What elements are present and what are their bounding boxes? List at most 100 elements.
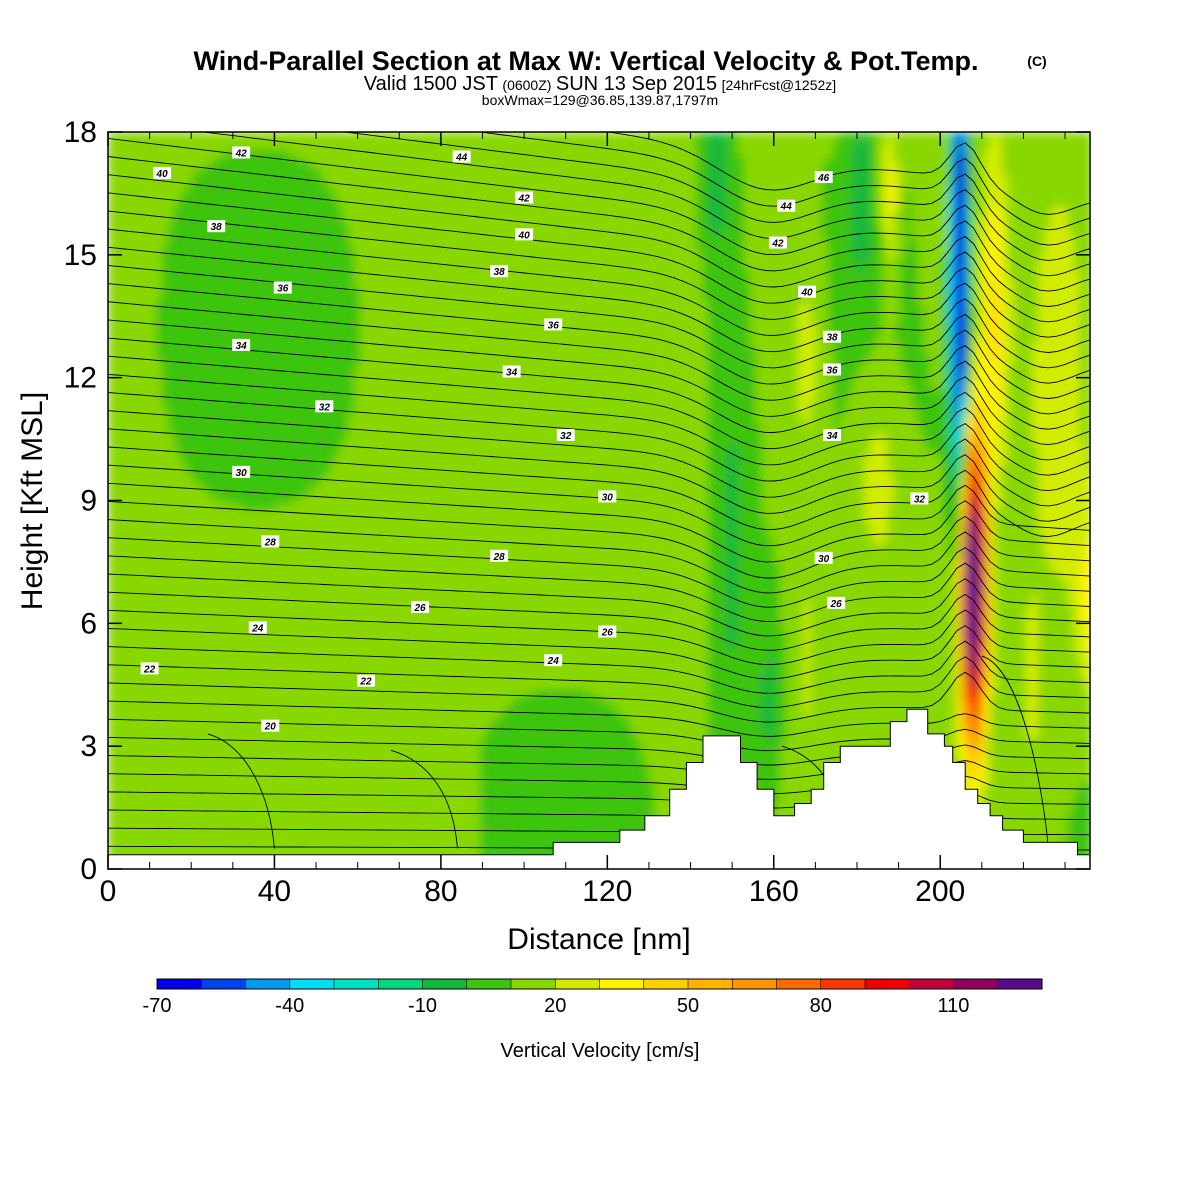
y-tick-label: 15 (64, 239, 97, 272)
contour-label-text: 26 (601, 628, 614, 639)
chart-subtitle-line2: boxWmax=129@36.85,139.87,1797m (482, 92, 718, 108)
contour-label: 42 (769, 237, 787, 250)
x-tick-label: 80 (424, 875, 457, 908)
contour-label-text: 44 (780, 202, 793, 213)
contour-label: 32 (910, 492, 928, 505)
plot-area: 42 44 40 46 42 44 38 40 42 38 36 40 36 38 34 36 34 32 32 3 4… (64, 66, 1093, 908)
contour-label: 26 (411, 601, 429, 614)
colorbar-swatch (467, 979, 512, 989)
colorbar-swatch (334, 979, 379, 989)
colorbar-swatch (732, 979, 777, 989)
contour-label-text: 24 (251, 623, 264, 634)
contour-label-text: 22 (359, 677, 372, 688)
contour-label-text: 38 (211, 222, 223, 233)
colorbar-swatch (777, 979, 822, 989)
colorbar-swatch (290, 979, 335, 989)
colorbar-swatch (555, 979, 600, 989)
x-tick-label: 160 (749, 875, 799, 908)
contour-label-text: 40 (800, 288, 813, 299)
contour-label: 32 (557, 429, 575, 442)
contour-label: 38 (207, 220, 225, 233)
contour-label: 40 (798, 286, 816, 299)
contour-label: 30 (815, 552, 833, 565)
contour-label: 30 (232, 466, 250, 479)
x-tick-label: 120 (582, 875, 632, 908)
contour-label-text: 38 (494, 267, 506, 278)
y-tick-label: 0 (80, 853, 97, 886)
contour-label: 46 (815, 171, 833, 184)
x-axis-title: Distance [nm] (507, 923, 690, 956)
contour-label-text: 42 (771, 239, 784, 250)
colorbar-tick-label: -40 (275, 995, 304, 1017)
colorbar-swatch (954, 979, 999, 989)
contour-label-text: 30 (236, 468, 248, 479)
contour-label: 30 (598, 490, 616, 503)
cross-section-figure: Wind-Parallel Section at Max W: Vertical… (0, 0, 1200, 1200)
colorbar-swatch (909, 979, 954, 989)
contour-label-text: 36 (826, 365, 838, 376)
colorbar-swatch (246, 979, 291, 989)
contour-label-text: 40 (156, 169, 169, 180)
chart-title-mark: (C) (1027, 53, 1046, 69)
colorbar-swatch (688, 979, 733, 989)
subtitle-fcst: [24hrFcst@1252z] (722, 77, 837, 93)
contour-label: 42 (515, 192, 533, 205)
contour-label-text: 24 (547, 656, 560, 667)
contour-label: 44 (777, 200, 795, 213)
contour-label: 38 (490, 265, 508, 278)
contour-label-text: 36 (277, 284, 289, 295)
contour-label: 36 (544, 318, 562, 331)
contour-label: 34 (503, 366, 521, 379)
contour-label: 22 (141, 662, 159, 675)
contour-label-text: 32 (914, 494, 926, 505)
contour-label-text: 46 (817, 173, 830, 184)
contour-label-text: 26 (414, 603, 427, 614)
y-tick-label: 18 (64, 116, 97, 149)
contour-label-text: 42 (518, 194, 531, 205)
colorbar-tick-label: 50 (677, 995, 699, 1017)
colorbar: -70 -40 -10 20 50 80 110 (143, 979, 1043, 1017)
colorbar-swatch (644, 979, 689, 989)
contour-label: 44 (453, 151, 471, 164)
y-tick-label: 3 (80, 730, 97, 763)
contour-label-text: 32 (319, 402, 331, 413)
contour-label-text: 38 (826, 333, 838, 344)
colorbar-swatch (157, 979, 202, 989)
y-tick-label: 9 (80, 485, 97, 518)
contour-label-text: 36 (548, 320, 560, 331)
y-tick-label: 12 (64, 362, 97, 395)
contour-label: 42 (232, 146, 250, 159)
contour-label: 20 (261, 720, 279, 733)
colorbar-swatch (378, 979, 423, 989)
contour-label: 32 (315, 400, 333, 413)
contour-label: 40 (515, 228, 533, 241)
contour-label-text: 26 (830, 599, 843, 610)
contour-label-text: 40 (518, 230, 531, 241)
colorbar-swatch (423, 979, 468, 989)
contour-label: 40 (153, 167, 171, 180)
colorbar-swatch (600, 979, 645, 989)
contour-label-text: 20 (264, 722, 277, 733)
y-axis-title: Height [Kft MSL] (16, 392, 49, 610)
x-tick-label: 0 (100, 875, 117, 908)
contour-label-text: 30 (602, 492, 614, 503)
colorbar-swatch (865, 979, 910, 989)
colorbar-tick-label: 20 (544, 995, 566, 1017)
contour-label: 34 (232, 339, 250, 352)
contour-label: 36 (823, 363, 841, 376)
contour-label: 38 (823, 331, 841, 344)
contour-label: 26 (598, 626, 616, 639)
colorbar-tick-label: 110 (938, 995, 970, 1017)
subtitle-valid: Valid 1500 JST (364, 73, 498, 95)
colorbar-tick-label: -10 (408, 995, 437, 1017)
chart-title: Wind-Parallel Section at Max W: Vertical… (194, 46, 979, 76)
contour-label: 22 (357, 675, 375, 688)
contour-label-text: 22 (143, 664, 156, 675)
contour-label-text: 42 (235, 148, 248, 159)
contour-label-text: 28 (264, 537, 277, 548)
x-tick-label: 40 (258, 875, 291, 908)
contour-label-text: 30 (818, 554, 830, 565)
x-tick-label: 200 (915, 875, 965, 908)
colorbar-swatch (201, 979, 246, 989)
contour-label: 36 (274, 282, 292, 295)
